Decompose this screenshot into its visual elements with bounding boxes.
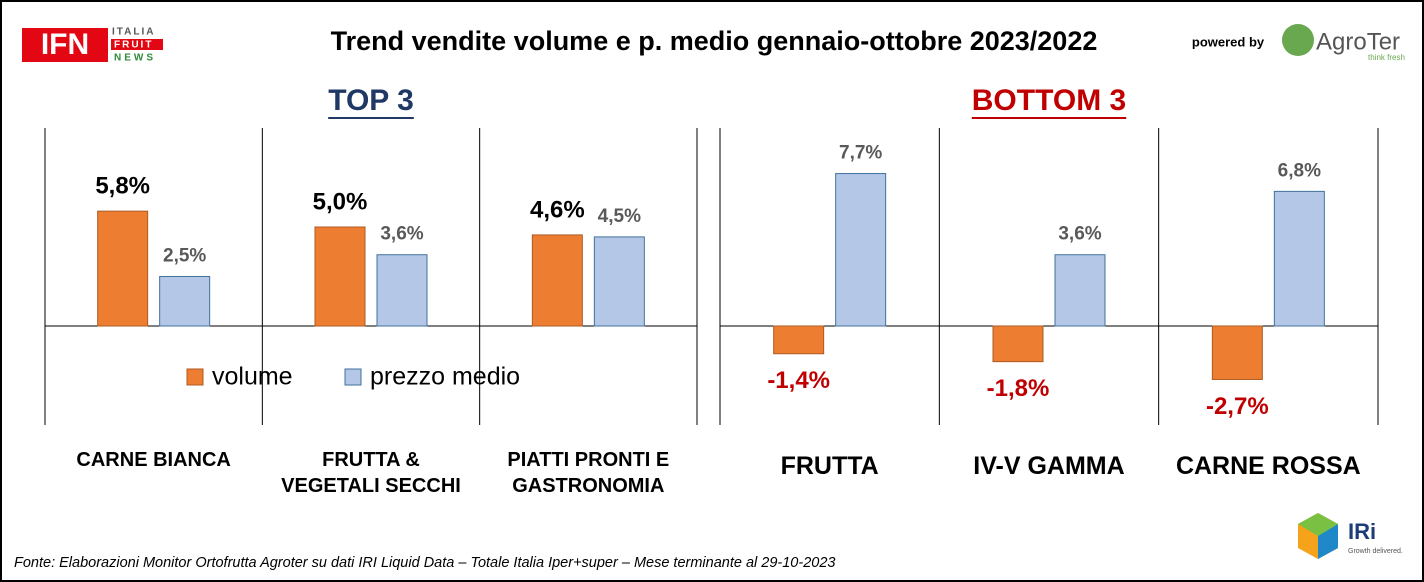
value-label: 3,6% bbox=[1058, 224, 1101, 245]
iri-icon bbox=[1298, 513, 1338, 536]
bar bbox=[773, 325, 825, 355]
bar bbox=[593, 236, 645, 327]
agroter-name: AgroTer bbox=[1316, 28, 1400, 55]
bar bbox=[97, 210, 149, 327]
value-label: 4,6% bbox=[530, 196, 585, 223]
group-title: TOP 3 bbox=[328, 84, 414, 117]
value-label: -2,7% bbox=[1206, 393, 1269, 420]
page-title: Trend vendite volume e p. medio gennaio-… bbox=[331, 26, 1098, 56]
bar bbox=[159, 276, 211, 327]
legend-swatch bbox=[186, 368, 204, 386]
legend-swatch bbox=[344, 368, 362, 386]
logo-mark: IFN bbox=[41, 28, 89, 61]
legend-label: volume bbox=[212, 363, 293, 391]
source-note: Fonte: Elaborazioni Monitor Ortofrutta A… bbox=[14, 555, 835, 571]
value-label: 7,7% bbox=[839, 143, 882, 164]
bar bbox=[531, 234, 583, 327]
legend-label: prezzo medio bbox=[370, 363, 520, 391]
logo-line: FRUIT bbox=[114, 40, 153, 51]
logo-line: NEWS bbox=[114, 53, 156, 64]
value-label: 4,5% bbox=[598, 206, 641, 227]
bar bbox=[1054, 254, 1106, 327]
agroter-icon bbox=[1282, 24, 1314, 56]
bar bbox=[376, 254, 428, 327]
category-label: CARNE BIANCA bbox=[76, 449, 231, 471]
bar bbox=[1273, 190, 1325, 327]
category-label: CARNE ROSSA bbox=[1175, 452, 1361, 480]
group-title: BOTTOM 3 bbox=[972, 84, 1126, 117]
logo-box bbox=[22, 28, 108, 62]
value-label: 5,8% bbox=[95, 173, 150, 200]
category-label: FRUTTA & VEGETALI SECCHI bbox=[281, 449, 461, 497]
bar bbox=[992, 325, 1044, 363]
powered-by: powered by bbox=[1192, 34, 1265, 49]
iri-name: IRi bbox=[1348, 519, 1376, 544]
value-label: 5,0% bbox=[313, 188, 368, 215]
agroter-tagline: think fresh bbox=[1368, 53, 1405, 62]
category-label: FRUTTA bbox=[780, 452, 879, 480]
value-label: 6,8% bbox=[1278, 160, 1321, 181]
bar bbox=[835, 173, 887, 327]
category-label: IV-V GAMMA bbox=[973, 452, 1125, 480]
logo-strip bbox=[111, 39, 163, 50]
value-label: 2,5% bbox=[163, 246, 206, 267]
value-label: -1,4% bbox=[767, 367, 830, 394]
bar bbox=[1211, 325, 1263, 380]
bar bbox=[314, 226, 366, 327]
value-label: -1,8% bbox=[987, 375, 1050, 402]
iri-icon bbox=[1318, 524, 1338, 559]
iri-tagline: Growth delivered. bbox=[1348, 548, 1403, 555]
logo-line: ITALIA bbox=[112, 27, 155, 38]
category-label: PIATTI PRONTI E GASTRONOMIA bbox=[507, 449, 670, 497]
value-label: 3,6% bbox=[380, 224, 423, 245]
